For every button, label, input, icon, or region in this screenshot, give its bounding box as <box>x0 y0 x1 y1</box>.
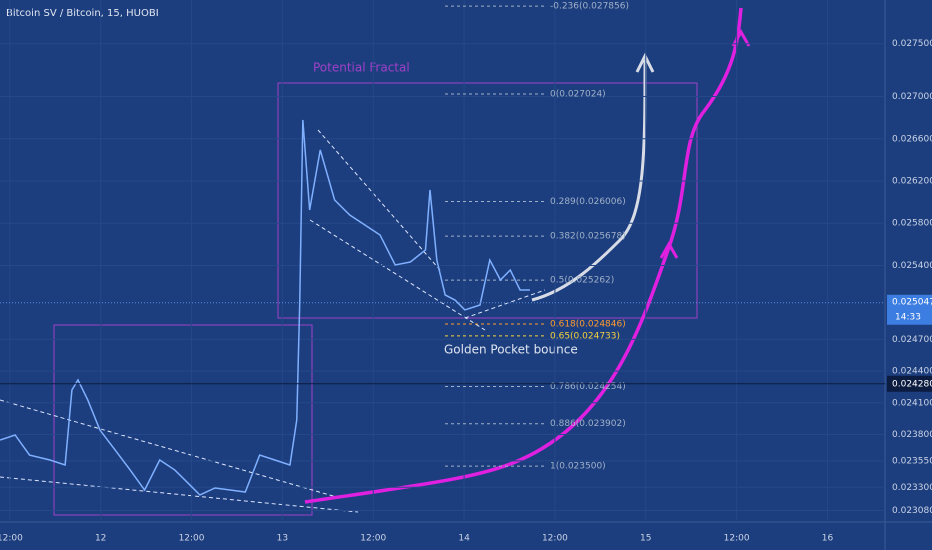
y-tick-label: 0.023550 <box>892 456 932 466</box>
annotation: Potential Fractal <box>313 61 410 75</box>
annotation: Golden Pocket bounce <box>444 343 578 357</box>
trendline <box>0 476 359 513</box>
chart-title: Bitcoin SV / Bitcoin, 15, HUOBI <box>6 8 159 19</box>
trendlines <box>0 129 546 513</box>
y-tick-label: 0.023800 <box>892 430 932 440</box>
x-tick-label: 12:00 <box>542 534 568 544</box>
fib-label: 0.618(0.024846) <box>550 319 626 329</box>
fractal-box <box>53 324 313 516</box>
arrow-head <box>659 240 679 259</box>
price-tag-label: 0.025047 <box>892 297 932 307</box>
projection-curve <box>531 59 647 302</box>
fib-label: 0.786(0.024254) <box>550 382 626 392</box>
x-tick-label: 16 <box>822 534 834 544</box>
price-line <box>0 119 530 496</box>
y-tick-label: 0.026600 <box>892 134 932 144</box>
y-tick-label: 0.023300 <box>892 483 932 493</box>
x-tick-label: 14 <box>458 534 470 544</box>
y-tick-label: 0.026200 <box>892 177 932 187</box>
trendline <box>317 129 441 271</box>
projection-curve <box>304 7 743 504</box>
countdown: 14:33 <box>895 312 921 322</box>
x-tick-label: 12:00 <box>360 534 386 544</box>
level-tag <box>887 375 932 392</box>
trendline <box>0 399 341 499</box>
fib-label: 0.289(0.026006) <box>550 197 626 207</box>
y-tick-label: 0.025400 <box>892 261 932 271</box>
level-tag-label: 0.024280 <box>892 379 932 389</box>
y-tick-label: 0.024400 <box>892 367 932 377</box>
fib-label: 0.382(0.025678) <box>550 232 626 242</box>
x-tick-label: 12:00 <box>179 534 205 544</box>
fib-label: 1(0.023500) <box>550 462 606 472</box>
price-tag <box>887 294 932 325</box>
y-tick-label: 0.027500 <box>892 39 932 49</box>
y-tick-label: 0.024700 <box>892 335 932 345</box>
y-tick-label: 0.024100 <box>892 398 932 408</box>
arrow-head <box>635 52 655 73</box>
x-tick-label: 12 <box>95 534 106 544</box>
y-tick-label: 0.023080 <box>892 506 932 516</box>
x-tick-label: 12:00 <box>0 534 23 544</box>
x-tick-label: 12:00 <box>724 534 750 544</box>
x-tick-label: 13 <box>277 534 288 544</box>
y-tick-label: 0.027000 <box>892 92 932 102</box>
y-tick-label: 0.025800 <box>892 219 932 229</box>
fib-label: 0(0.027024) <box>550 89 606 99</box>
x-tick-label: 15 <box>640 534 651 544</box>
fractal-box <box>277 82 698 319</box>
trendline <box>464 289 546 319</box>
arrow-head <box>731 28 751 47</box>
fib-label: 0.65(0.024733) <box>550 331 620 341</box>
fib-label: -0.236(0.027856) <box>550 2 629 12</box>
fib-label: 0.5(0.025262) <box>550 276 614 286</box>
fib-label: 0.886(0.023902) <box>550 419 626 429</box>
